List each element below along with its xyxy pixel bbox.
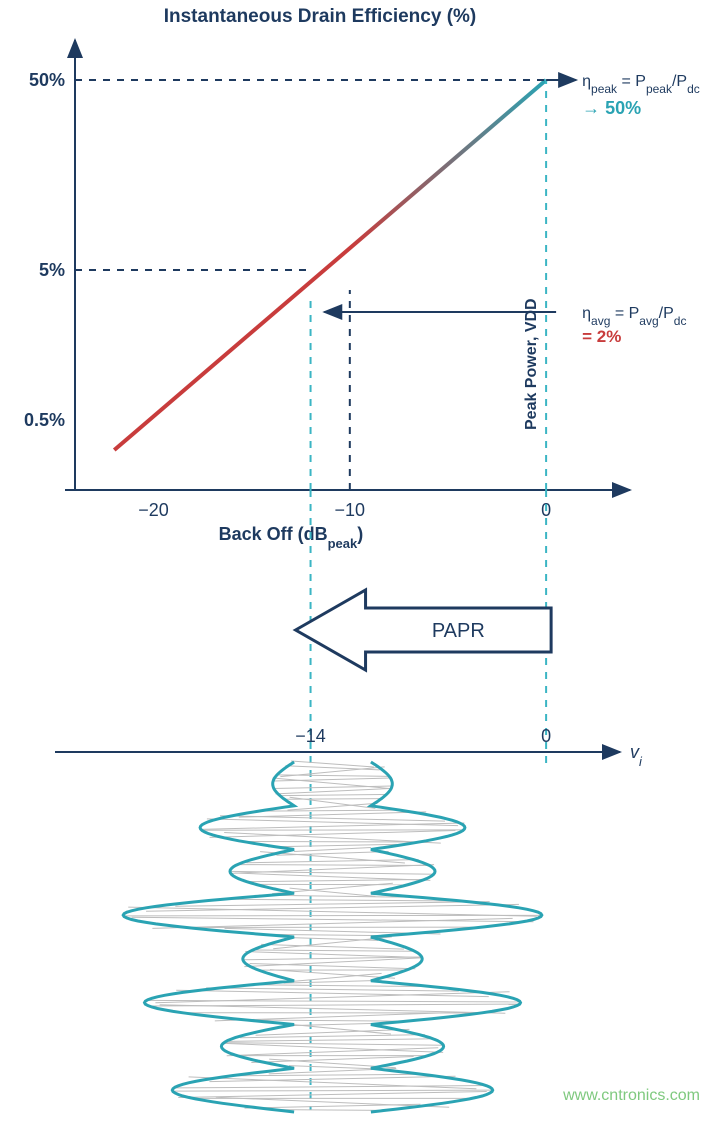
diagram-canvas: Instantaneous Drain Efficiency (%) 0.5% 5%… — [0, 0, 720, 1125]
peak-eff-value: → 50% — [582, 98, 641, 118]
watermark: www.cntronics.com — [562, 1087, 700, 1104]
signal-axis-label: vi — [630, 742, 643, 769]
y-tick-label: 50% — [29, 70, 65, 90]
vdd-label: Peak Power, VDD — [523, 298, 540, 430]
envelope-right — [371, 762, 542, 1112]
x-axis-label: Back Off (dBpeak) — [219, 524, 364, 551]
papr-label: PAPR — [432, 620, 485, 642]
signal-waveform: −14 0 vi — [55, 726, 643, 1112]
y-tick-label: 0.5% — [24, 410, 65, 430]
avg-eff-label: ηavg = Pavg/Pdc — [582, 305, 686, 328]
y-tick-label: 5% — [39, 260, 65, 280]
papr-arrow: PAPR — [296, 590, 552, 670]
envelope-left — [123, 762, 294, 1112]
chart-title: Instantaneous Drain Efficiency (%) — [164, 6, 477, 27]
efficiency-chart: Instantaneous Drain Efficiency (%) 0.5% 5%… — [24, 6, 700, 1110]
carrier-lines — [123, 761, 541, 1111]
avg-eff-value: = 2% — [582, 327, 621, 346]
x-tick-label: −10 — [335, 500, 366, 520]
signal-tick-left: −14 — [295, 726, 326, 746]
efficiency-line — [114, 80, 546, 450]
signal-tick-right: 0 — [541, 726, 551, 746]
papr-arrow-shape — [296, 590, 552, 670]
x-tick-label: −20 — [138, 500, 169, 520]
peak-eff-label: ηpeak = Ppeak/Pdc — [582, 73, 700, 96]
